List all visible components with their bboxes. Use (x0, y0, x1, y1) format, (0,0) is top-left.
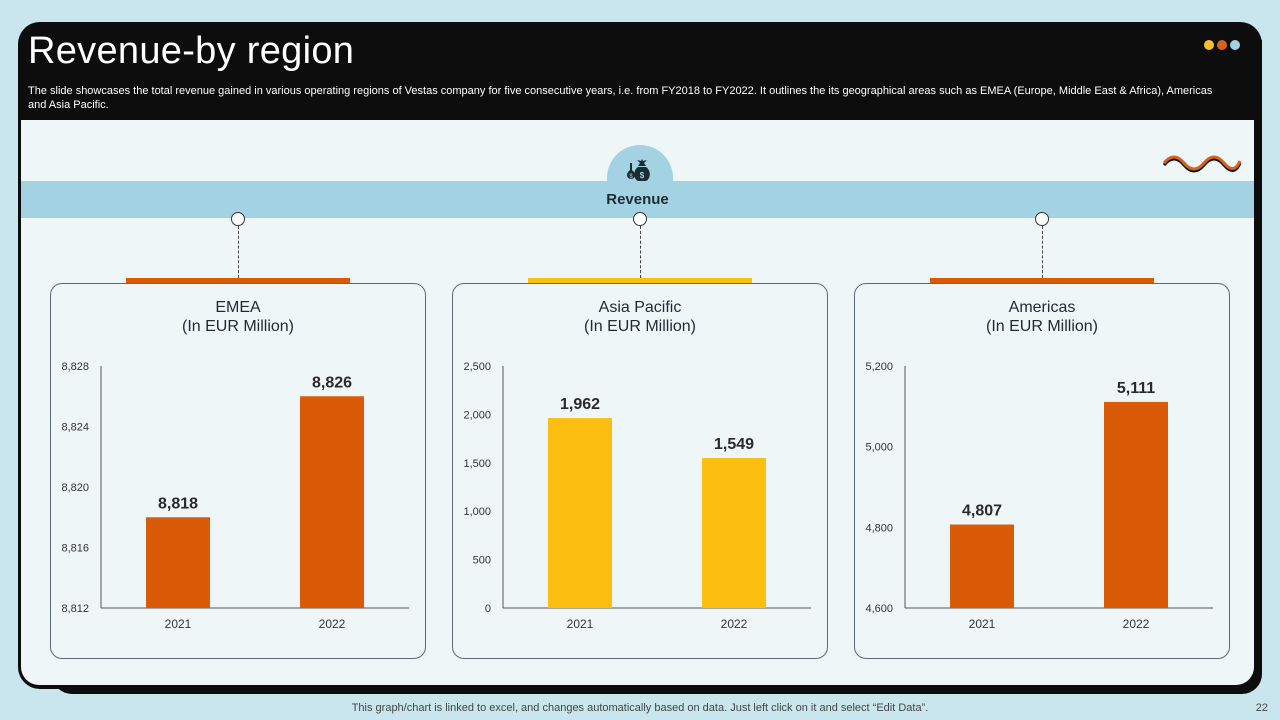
connector-node (633, 212, 647, 226)
panel-accent-bar (930, 278, 1154, 286)
chart-title: Americas (In EUR Million) (855, 298, 1229, 336)
dot-icon (1217, 40, 1227, 50)
chart-title-unit: (In EUR Million) (181, 318, 294, 335)
bar (548, 418, 612, 608)
y-tick-label: 8,828 (61, 361, 89, 373)
bar (950, 524, 1014, 608)
connector-line (640, 226, 642, 278)
connector-node (231, 212, 245, 226)
y-tick-label: 2,000 (463, 409, 491, 421)
slide-frame: Revenue-by region The slide showcases th… (18, 22, 1262, 689)
decorative-dots (1204, 40, 1240, 50)
x-tick-label: 2022 (319, 617, 346, 631)
chart-title-unit: (In EUR Million) (985, 318, 1098, 335)
y-tick-label: 1,000 (463, 506, 491, 518)
wave-decoration-icon (1162, 155, 1242, 173)
chart-title-region: EMEA (215, 299, 261, 316)
y-tick-label: 8,812 (61, 603, 89, 615)
americas-chart: 4,600 4,800 5,000 5,200 4,807 2021 5,111 2022 (865, 361, 1213, 631)
chart-title: EMEA (In EUR Million) (51, 298, 425, 336)
bar-value-label: 8,826 (312, 374, 352, 391)
y-tick-label: 2,500 (463, 361, 491, 373)
emea-chart-panel: EMEA (In EUR Million) 8,812 8,816 8,820 8,8… (50, 283, 426, 659)
americas-chart-panel: Americas (In EUR Million) 4,600 4,800 5,00… (854, 283, 1230, 659)
connector-line (1042, 226, 1044, 278)
y-tick-label: 8,824 (61, 422, 89, 434)
y-tick-label: 1,500 (463, 458, 491, 470)
svg-text:$: $ (629, 174, 633, 180)
slide-description: The slide showcases the total revenue ga… (28, 85, 1213, 111)
panel-accent-bar (126, 278, 350, 286)
bar (1104, 401, 1168, 608)
y-tick-label: 4,800 (865, 522, 893, 534)
x-tick-label: 2021 (165, 617, 192, 631)
connector-line (238, 226, 240, 278)
x-tick-label: 2021 (567, 617, 594, 631)
footer-note: This graph/chart is linked to excel, and… (351, 702, 929, 714)
y-tick-label: 8,816 (61, 543, 89, 555)
emea-chart: 8,812 8,816 8,820 8,824 8,828 8,818 2021 8,826 2… (61, 361, 409, 631)
panel-accent-bar (528, 278, 752, 286)
dot-icon (1204, 40, 1214, 50)
bar-value-label: 8,818 (158, 495, 198, 512)
y-tick-label: 5,000 (865, 442, 893, 454)
asia-pacific-chart: 0 500 1,000 1,500 2,000 2,500 1,962 2021 1,549 20… (463, 361, 811, 631)
dot-icon (1230, 40, 1240, 50)
y-tick-label: 500 (473, 555, 491, 567)
content-area: $ $ Revenue EMEA (In EUR Mi (21, 120, 1254, 685)
y-tick-label: 4,600 (865, 603, 893, 615)
x-tick-label: 2021 (969, 617, 996, 631)
y-tick-label: 0 (485, 603, 491, 615)
svg-text:$: $ (640, 171, 645, 180)
page-number: 22 (1255, 702, 1268, 714)
bar-value-label: 4,807 (962, 503, 1002, 520)
connector-node (1035, 212, 1049, 226)
money-bag-icon: $ $ (627, 159, 650, 182)
asia-pacific-chart-panel: Asia Pacific (In EUR Million) 0 500 1,000 1… (452, 283, 828, 659)
banner-label: Revenue (606, 191, 669, 208)
chart-title: Asia Pacific (In EUR Million) (453, 298, 827, 336)
slide-title: Revenue-by region (28, 30, 355, 72)
bar (146, 517, 210, 608)
bar-value-label: 5,111 (1117, 380, 1155, 397)
chart-title-unit: (In EUR Million) (583, 318, 696, 335)
chart-title-region: Asia Pacific (598, 299, 682, 316)
revenue-banner: Revenue (21, 181, 1254, 218)
bar-value-label: 1,549 (714, 436, 754, 453)
x-tick-label: 2022 (1123, 617, 1150, 631)
x-tick-label: 2022 (721, 617, 748, 631)
bar (702, 458, 766, 608)
y-tick-label: 8,820 (61, 482, 89, 494)
y-tick-label: 5,200 (865, 361, 893, 373)
bar-value-label: 1,962 (560, 396, 600, 413)
bar (300, 396, 364, 608)
chart-title-region: Americas (1008, 299, 1076, 316)
